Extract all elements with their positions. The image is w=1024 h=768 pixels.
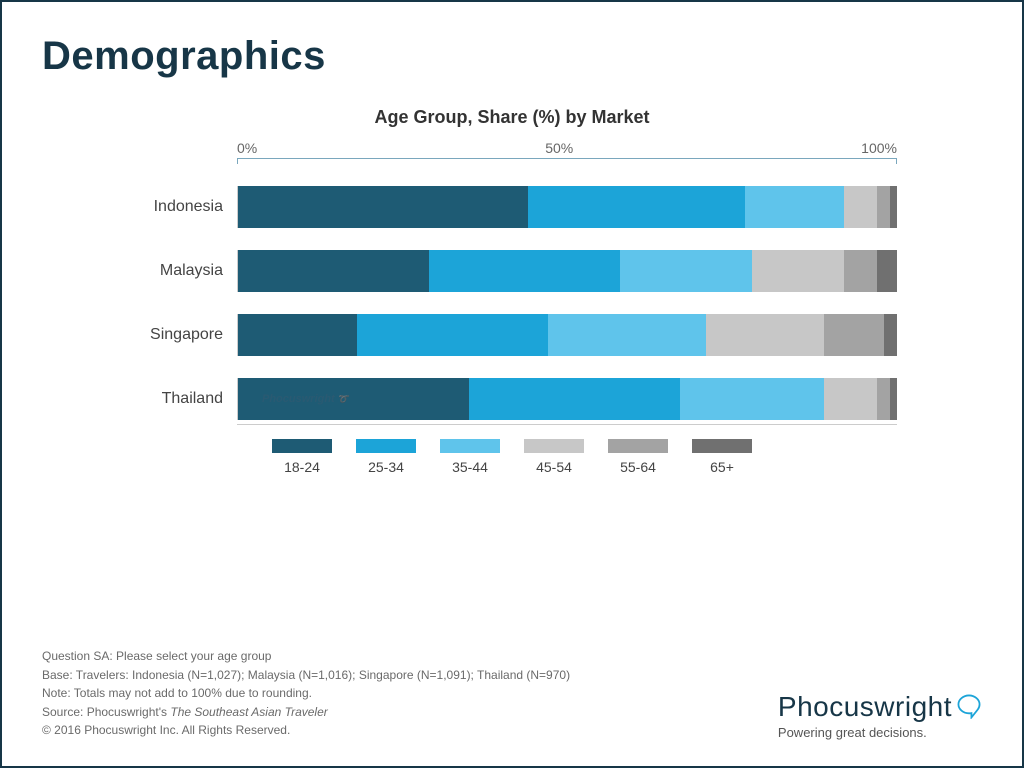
bar-segment xyxy=(238,186,528,228)
x-axis-line xyxy=(127,158,897,164)
bar-segment xyxy=(429,250,620,292)
bar-row: Indonesia xyxy=(127,186,897,228)
bar-segment xyxy=(469,378,680,420)
legend-swatch xyxy=(524,439,584,453)
bar-rows: Indonesia Malaysia Singapore ThailandPhocus… xyxy=(127,186,897,420)
footnote-copyright: © 2016 Phocuswright Inc. All Rights Rese… xyxy=(42,721,570,740)
slide-frame: Demographics Age Group, Share (%) by Mar… xyxy=(0,0,1024,768)
bar-segment xyxy=(238,250,429,292)
bar-segment xyxy=(238,378,469,420)
legend-item: 45-54 xyxy=(524,439,584,475)
legend-swatch xyxy=(356,439,416,453)
bar-segment xyxy=(238,314,357,356)
legend-label: 65+ xyxy=(692,459,752,475)
legend-label: 25-34 xyxy=(356,459,416,475)
bar-row: Singapore xyxy=(127,314,897,356)
legend-swatch xyxy=(692,439,752,453)
footnote-base: Base: Travelers: Indonesia (N=1,027); Ma… xyxy=(42,666,570,685)
legend-swatch xyxy=(440,439,500,453)
bar-label: Indonesia xyxy=(127,198,237,216)
legend-item: 35-44 xyxy=(440,439,500,475)
bar-segment xyxy=(620,250,752,292)
bar-segment xyxy=(357,314,548,356)
bar-track: Phocuswright ➰ xyxy=(237,378,897,420)
bar-segment xyxy=(877,378,890,420)
bar-track xyxy=(237,314,897,356)
bar-segment xyxy=(528,186,745,228)
chart-container: Age Group, Share (%) by Market 0% 50% 10… xyxy=(127,107,897,475)
page-title: Demographics xyxy=(42,34,982,79)
bar-segment xyxy=(548,314,706,356)
bar-segment xyxy=(890,186,897,228)
bar-segment xyxy=(824,378,877,420)
brand-name: Phocuswright xyxy=(778,691,952,723)
bar-segment xyxy=(877,250,897,292)
bar-segment xyxy=(752,250,844,292)
chart-title: Age Group, Share (%) by Market xyxy=(127,107,897,128)
bar-track xyxy=(237,250,897,292)
legend: 18-24 25-34 35-44 45-54 55-64 65+ xyxy=(127,439,897,475)
legend-label: 18-24 xyxy=(272,459,332,475)
legend-label: 35-44 xyxy=(440,459,500,475)
footnotes: Question SA: Please select your age grou… xyxy=(42,647,570,740)
bar-segment xyxy=(824,314,883,356)
bar-label: Singapore xyxy=(127,326,237,344)
legend-label: 55-64 xyxy=(608,459,668,475)
bar-segment xyxy=(745,186,844,228)
footnote-question: Question SA: Please select your age grou… xyxy=(42,647,570,666)
x-axis-baseline xyxy=(127,424,897,425)
legend-swatch xyxy=(272,439,332,453)
legend-item: 18-24 xyxy=(272,439,332,475)
bar-segment xyxy=(844,186,877,228)
bar-track xyxy=(237,186,897,228)
bar-row: ThailandPhocuswright ➰ xyxy=(127,378,897,420)
legend-label: 45-54 xyxy=(524,459,584,475)
bar-segment xyxy=(680,378,825,420)
bar-segment xyxy=(890,378,897,420)
bar-label: Thailand xyxy=(127,390,237,408)
x-axis-labels: 0% 50% 100% xyxy=(127,140,897,158)
axis-tick-0: 0% xyxy=(237,140,257,156)
speech-bubble-icon xyxy=(956,693,982,719)
bar-row: Malaysia xyxy=(127,250,897,292)
legend-swatch xyxy=(608,439,668,453)
axis-tick-50: 50% xyxy=(545,140,573,156)
bar-segment xyxy=(844,250,877,292)
bar-segment xyxy=(884,314,897,356)
bar-segment xyxy=(706,314,825,356)
legend-item: 55-64 xyxy=(608,439,668,475)
footnote-source: Source: Phocuswright's The Southeast Asi… xyxy=(42,703,570,722)
footnote-note: Note: Totals may not add to 100% due to … xyxy=(42,684,570,703)
legend-item: 25-34 xyxy=(356,439,416,475)
brand-tagline: Powering great decisions. xyxy=(778,725,982,740)
bar-segment xyxy=(877,186,890,228)
brand-block: Phocuswright Powering great decisions. xyxy=(778,691,982,740)
axis-tick-100: 100% xyxy=(861,140,897,156)
bar-label: Malaysia xyxy=(127,262,237,280)
legend-item: 65+ xyxy=(692,439,752,475)
